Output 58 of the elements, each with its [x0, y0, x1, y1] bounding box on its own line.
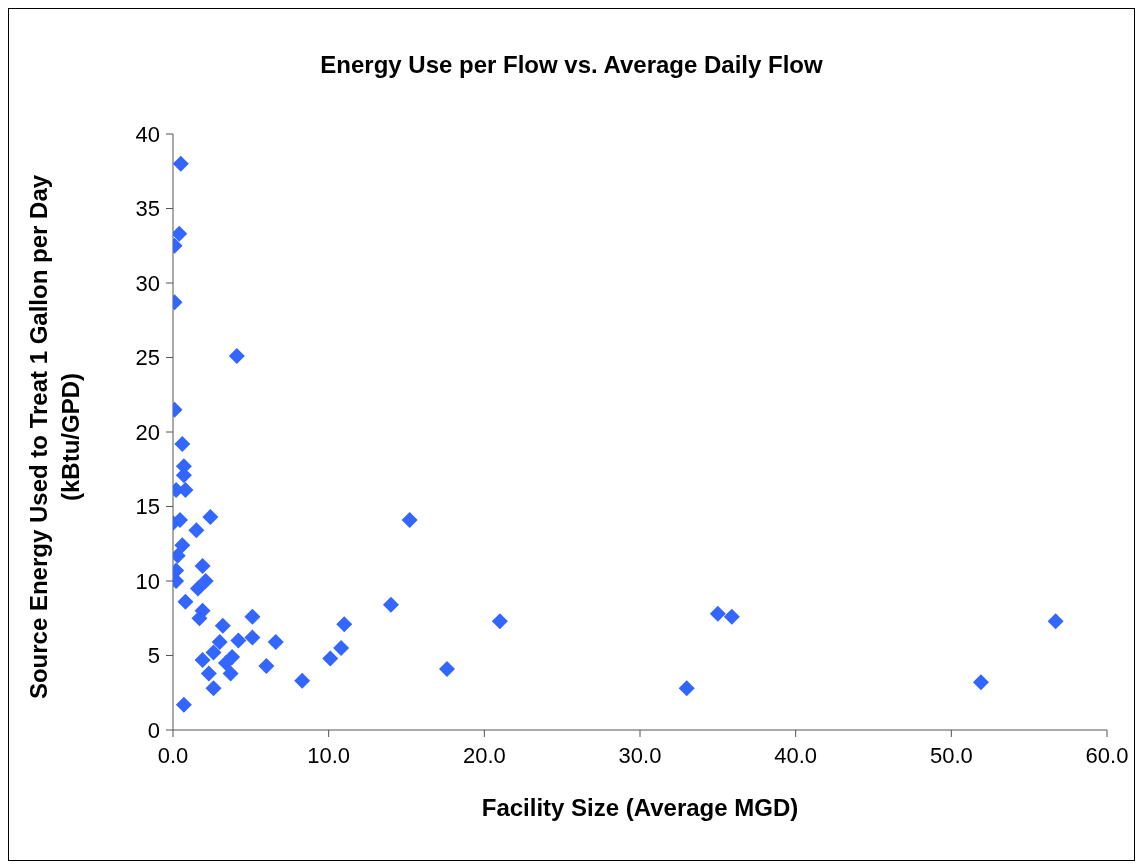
point [175, 696, 192, 713]
y-tick-label: 0 [147, 717, 160, 743]
point [1047, 613, 1064, 630]
point [972, 674, 989, 691]
point [205, 680, 222, 697]
x-tick-label: 60.0 [1085, 742, 1129, 768]
point [678, 680, 695, 697]
x-tick-label: 10.0 [307, 742, 351, 768]
point [294, 672, 311, 689]
x-tick-label: 30.0 [618, 742, 662, 768]
point [174, 537, 191, 554]
y-tick-label: 10 [135, 568, 160, 594]
chart-title: Energy Use per Flow vs. Average Daily Flow [319, 51, 824, 79]
point [267, 634, 284, 651]
point [200, 665, 217, 682]
y-tick-label: 30 [135, 270, 160, 296]
point [228, 348, 245, 365]
y-tick-label: 20 [135, 419, 160, 445]
point [205, 644, 222, 661]
y-tick-label: 25 [135, 345, 160, 371]
x-axis-title: Facility Size (Average MGD) [480, 794, 800, 822]
point [382, 596, 399, 613]
y-tick-label: 35 [135, 196, 160, 222]
x-tick-label: 0.0 [157, 742, 189, 768]
point [244, 629, 261, 646]
point [194, 558, 211, 575]
point [401, 511, 418, 528]
x-tick-label: 40.0 [774, 742, 818, 768]
point [177, 593, 194, 610]
point [202, 508, 219, 525]
point [230, 632, 247, 649]
point [491, 613, 508, 630]
point [709, 605, 726, 622]
point [194, 651, 211, 668]
y-tick-label: 15 [135, 494, 160, 520]
point [214, 617, 231, 634]
point [189, 580, 206, 597]
y-tick-label: 40 [135, 121, 160, 147]
point [258, 657, 275, 674]
point [333, 640, 350, 657]
point [211, 634, 228, 651]
point [197, 573, 214, 589]
point [723, 608, 740, 625]
y-tick-label: 5 [147, 643, 160, 669]
x-tick-label: 20.0 [462, 742, 506, 768]
point [173, 225, 188, 242]
point [173, 511, 189, 528]
point [222, 665, 239, 682]
point [174, 435, 191, 452]
point [173, 155, 189, 172]
point [188, 522, 205, 539]
point [244, 608, 261, 625]
point [336, 616, 353, 633]
point [438, 660, 455, 677]
y-axis-title: Source Energy Used to Treat 1 Gallon per Day (kBtu/GPD) [24, 173, 85, 702]
point [322, 650, 339, 667]
point [217, 654, 234, 671]
x-tick-label: 50.0 [929, 742, 973, 768]
